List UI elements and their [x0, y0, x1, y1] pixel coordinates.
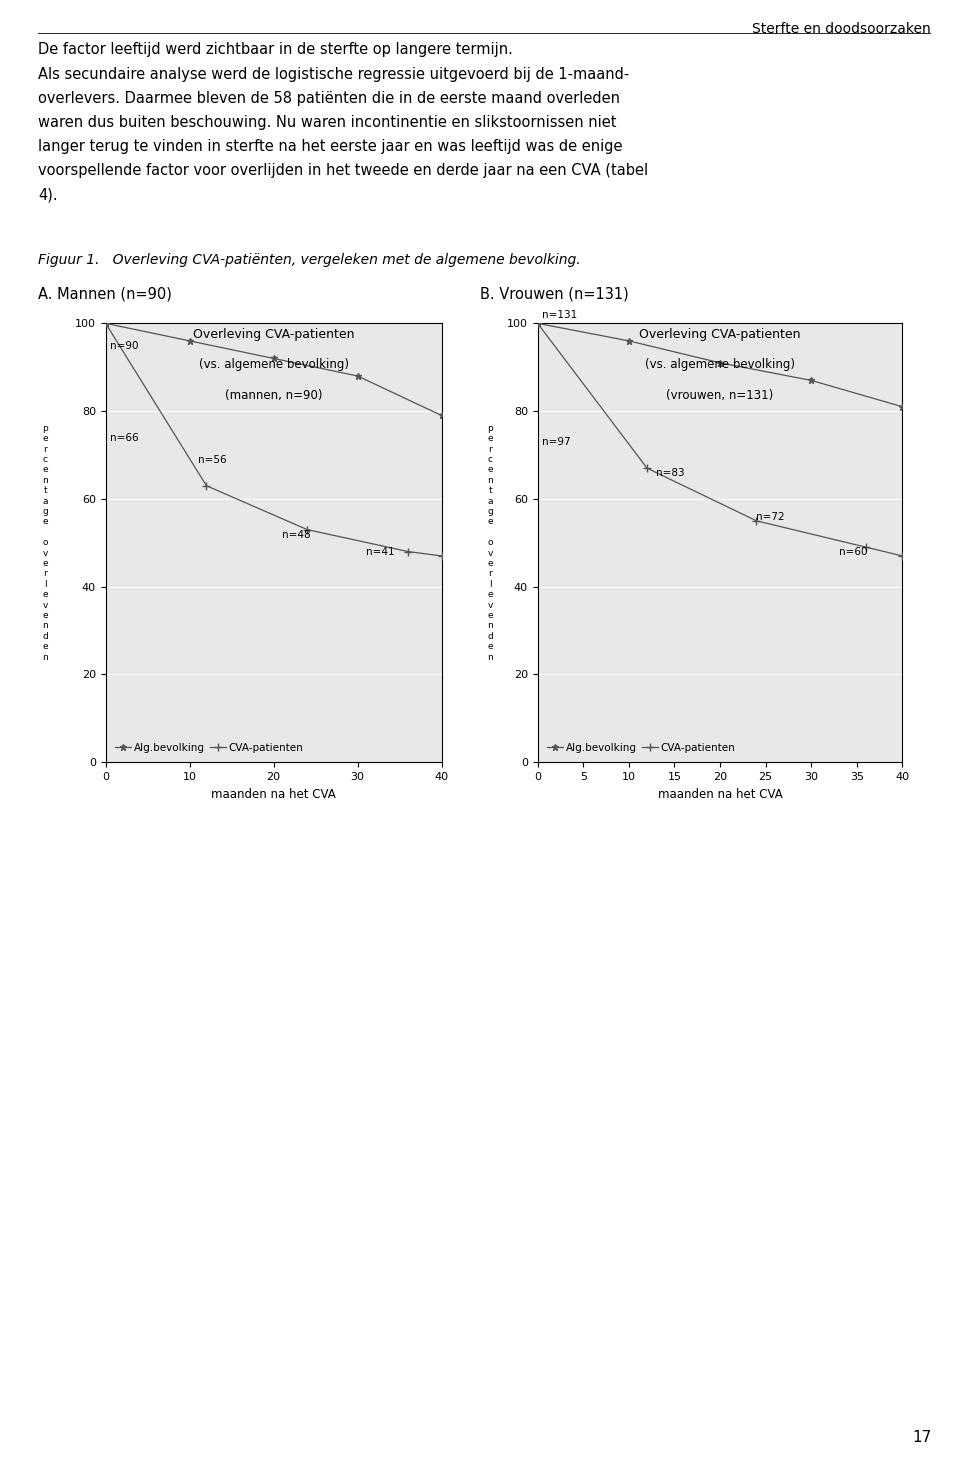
Alg.bevolking — [623, 332, 635, 350]
Text: n=90: n=90 — [109, 341, 138, 351]
Text: Sterfte en doodsoorzaken: Sterfte en doodsoorzaken — [753, 22, 931, 37]
Legend: Alg.bevolking, CVA-patienten: Alg.bevolking, CVA-patienten — [542, 739, 739, 756]
Line: CVA-patienten: CVA-patienten — [102, 319, 445, 560]
Alg.bevolking — [351, 367, 363, 385]
CVA-patienten — [897, 547, 908, 565]
CVA-patienten — [201, 477, 212, 494]
X-axis label: maanden na het CVA: maanden na het CVA — [658, 787, 782, 800]
Alg.bevolking — [805, 372, 817, 389]
Alg.bevolking — [532, 315, 543, 332]
CVA-patienten — [100, 315, 111, 332]
Text: Overleving CVA-patienten: Overleving CVA-patienten — [639, 328, 801, 341]
Text: n=97: n=97 — [542, 437, 571, 448]
Text: 17: 17 — [912, 1431, 931, 1445]
Text: De factor leeftijd werd zichtbaar in de sterfte op langere termijn.: De factor leeftijd werd zichtbaar in de … — [38, 42, 514, 57]
Text: n=131: n=131 — [542, 310, 577, 320]
Text: B. Vrouwen (n=131): B. Vrouwen (n=131) — [480, 287, 629, 301]
Text: waren dus buiten beschouwing. Nu waren incontinentie en slikstoornissen niet: waren dus buiten beschouwing. Nu waren i… — [38, 116, 617, 130]
Alg.bevolking — [183, 332, 196, 350]
Y-axis label: p
e
r
c
e
n
t
a
g
e

o
v
e
r
l
e
v
e
n
d
e
n: p e r c e n t a g e o v e r l e v e n d … — [42, 424, 48, 661]
Text: n=72: n=72 — [756, 512, 785, 522]
CVA-patienten — [860, 538, 872, 556]
CVA-patienten — [301, 521, 313, 538]
Text: Overleving CVA-patienten: Overleving CVA-patienten — [193, 328, 354, 341]
Text: voorspellende factor voor overlijden in het tweede en derde jaar na een CVA (tab: voorspellende factor voor overlijden in … — [38, 164, 649, 178]
Alg.bevolking — [897, 398, 908, 415]
Text: overlevers. Daarmee bleven de 58 patiënten die in de eerste maand overleden: overlevers. Daarmee bleven de 58 patiënt… — [38, 91, 620, 105]
Legend: Alg.bevolking, CVA-patienten: Alg.bevolking, CVA-patienten — [110, 739, 307, 756]
Y-axis label: p
e
r
c
e
n
t
a
g
e

o
v
e
r
l
e
v
e
n
d
e
n: p e r c e n t a g e o v e r l e v e n d … — [488, 424, 493, 661]
Text: (mannen, n=90): (mannen, n=90) — [225, 389, 323, 402]
Alg.bevolking — [714, 354, 726, 372]
Text: n=83: n=83 — [657, 468, 684, 478]
Text: (vrouwen, n=131): (vrouwen, n=131) — [666, 389, 774, 402]
CVA-patienten — [751, 512, 762, 530]
Text: n=66: n=66 — [109, 433, 138, 443]
Text: n=60: n=60 — [839, 547, 867, 557]
Line: CVA-patienten: CVA-patienten — [534, 319, 906, 560]
Text: n=56: n=56 — [198, 455, 227, 465]
CVA-patienten — [436, 547, 447, 565]
Text: A. Mannen (n=90): A. Mannen (n=90) — [38, 287, 172, 301]
Alg.bevolking — [100, 315, 111, 332]
Text: Figuur 1.   Overleving CVA-patiënten, vergeleken met de algemene bevolking.: Figuur 1. Overleving CVA-patiënten, verg… — [38, 253, 581, 268]
Line: Alg.bevolking: Alg.bevolking — [102, 320, 445, 418]
CVA-patienten — [532, 315, 543, 332]
Text: (vs. algemene bevolking): (vs. algemene bevolking) — [199, 358, 348, 372]
Text: n=41: n=41 — [366, 547, 395, 557]
Text: langer terug te vinden in sterfte na het eerste jaar en was leeftijd was de enig: langer terug te vinden in sterfte na het… — [38, 139, 623, 154]
Text: n=48: n=48 — [282, 530, 311, 540]
CVA-patienten — [641, 459, 653, 477]
Alg.bevolking — [268, 350, 279, 367]
Alg.bevolking — [436, 407, 447, 424]
X-axis label: maanden na het CVA: maanden na het CVA — [211, 787, 336, 800]
Text: Als secundaire analyse werd de logistische regressie uitgevoerd bij de 1-maand-: Als secundaire analyse werd de logistisc… — [38, 66, 630, 82]
Text: 4).: 4). — [38, 187, 58, 202]
Text: (vs. algemene bevolking): (vs. algemene bevolking) — [645, 358, 795, 372]
Line: Alg.bevolking: Alg.bevolking — [534, 320, 906, 410]
CVA-patienten — [402, 543, 414, 560]
